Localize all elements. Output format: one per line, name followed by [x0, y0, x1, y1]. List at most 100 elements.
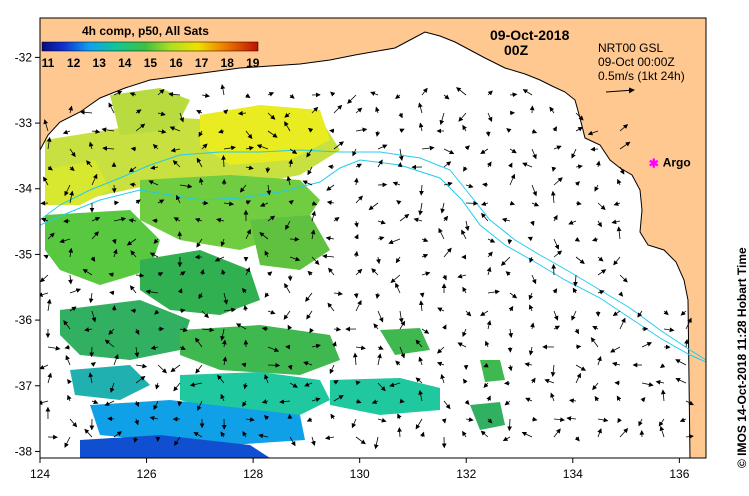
- current-arrow: [47, 232, 55, 240]
- current-arrow: [442, 274, 447, 281]
- current-arrow: [287, 324, 293, 331]
- current-arrow: [286, 175, 292, 186]
- current-arrow: [522, 162, 533, 168]
- current-arrow: [135, 109, 142, 114]
- current-arrow: [507, 238, 513, 245]
- current-arrow: [464, 399, 470, 405]
- current-arrow: [220, 431, 226, 438]
- current-arrow: [525, 397, 533, 403]
- current-arrow: [91, 129, 101, 134]
- current-arrow: [67, 378, 72, 385]
- current-arrow: [395, 282, 401, 294]
- current-arrow: [438, 227, 445, 240]
- current-scale: 0.5m/s (1kt 24h): [598, 69, 685, 83]
- current-arrow: [196, 238, 203, 248]
- current-arrow: [481, 201, 489, 206]
- bathymetry-contour: [40, 149, 706, 361]
- current-arrow: [126, 238, 137, 246]
- current-arrow: [443, 400, 451, 410]
- current-arrow: [109, 290, 115, 296]
- current-arrow: [398, 148, 404, 161]
- current-arrow: [571, 310, 577, 321]
- current-arrow: [113, 90, 123, 96]
- current-arrow: [113, 200, 120, 206]
- current-arrow: [509, 173, 516, 186]
- current-arrow: [355, 127, 368, 133]
- current-arrow: [174, 436, 181, 446]
- current-arrow: [91, 217, 101, 222]
- current-arrow: [179, 271, 186, 276]
- current-arrow: [64, 436, 71, 448]
- current-arrow: [530, 377, 536, 384]
- current-arrow: [418, 356, 424, 366]
- current-arrow: [245, 145, 254, 151]
- current-arrow: [91, 231, 99, 240]
- current-arrow: [107, 416, 115, 422]
- current-arrow: [330, 413, 336, 420]
- current-arrow: [552, 126, 558, 132]
- current-arrow: [480, 430, 489, 438]
- argo-label: Argo: [663, 155, 691, 169]
- current-arrow: [214, 256, 225, 262]
- current-arrow: [67, 394, 72, 402]
- current-arrow: [267, 215, 276, 222]
- current-arrow: [575, 164, 583, 170]
- colorbar-tick-label: 11: [42, 56, 55, 70]
- current-arrow: [368, 202, 379, 211]
- current-arrow: [439, 112, 445, 126]
- current-arrow: [483, 382, 489, 388]
- colorbar-tick-label: 12: [67, 56, 81, 70]
- current-arrow: [311, 106, 319, 114]
- current-arrow: [155, 382, 160, 390]
- current-arrow: [399, 128, 405, 133]
- current-arrow: [157, 88, 165, 96]
- current-arrow: [68, 105, 73, 114]
- sst-patch: [60, 300, 190, 360]
- current-arrow: [521, 431, 533, 438]
- current-arrow: [464, 145, 470, 151]
- current-arrow: [397, 413, 402, 420]
- current-arrow: [217, 374, 225, 384]
- current-arrow: [64, 184, 71, 197]
- current-arrow: [617, 178, 622, 186]
- x-tick-label: 130: [350, 467, 370, 481]
- current-arrow: [311, 256, 320, 265]
- current-arrow: [306, 310, 313, 320]
- x-tick-label: 132: [456, 467, 476, 481]
- current-arrow: [311, 436, 316, 446]
- current-arrow: [487, 238, 496, 243]
- current-arrow: [333, 217, 340, 222]
- current-arrow: [353, 177, 359, 186]
- current-arrow: [594, 184, 599, 192]
- current-arrow: [304, 382, 313, 387]
- current-arrow: [284, 112, 291, 118]
- current-arrow: [241, 362, 247, 368]
- current-arrow: [609, 346, 621, 353]
- current-arrow: [307, 166, 313, 176]
- colorbar-tick-label: 16: [169, 56, 183, 70]
- current-arrow: [69, 288, 82, 294]
- map-date: 09-Oct-2018: [490, 27, 570, 43]
- current-arrow: [457, 273, 467, 279]
- current-arrow: [322, 253, 335, 259]
- current-arrow: [575, 344, 582, 350]
- current-arrow: [220, 238, 226, 247]
- current-arrow: [332, 341, 337, 348]
- current-arrow: [528, 292, 534, 301]
- current-arrow: [486, 320, 492, 330]
- current-arrow: [415, 377, 423, 384]
- land-mass: [40, 18, 706, 458]
- current-arrow: [353, 250, 359, 258]
- current-arrow: [413, 217, 423, 223]
- current-arrow: [195, 337, 203, 348]
- current-arrow: [641, 342, 653, 348]
- current-arrow: [465, 417, 474, 422]
- current-arrow: [40, 274, 49, 283]
- current-time: 09-Oct 00:00Z: [598, 55, 675, 69]
- current-arrow: [329, 364, 335, 375]
- current-arrow: [279, 399, 291, 405]
- current-arrow: [396, 200, 402, 205]
- current-arrow: [675, 377, 687, 384]
- current-arrow: [288, 159, 293, 168]
